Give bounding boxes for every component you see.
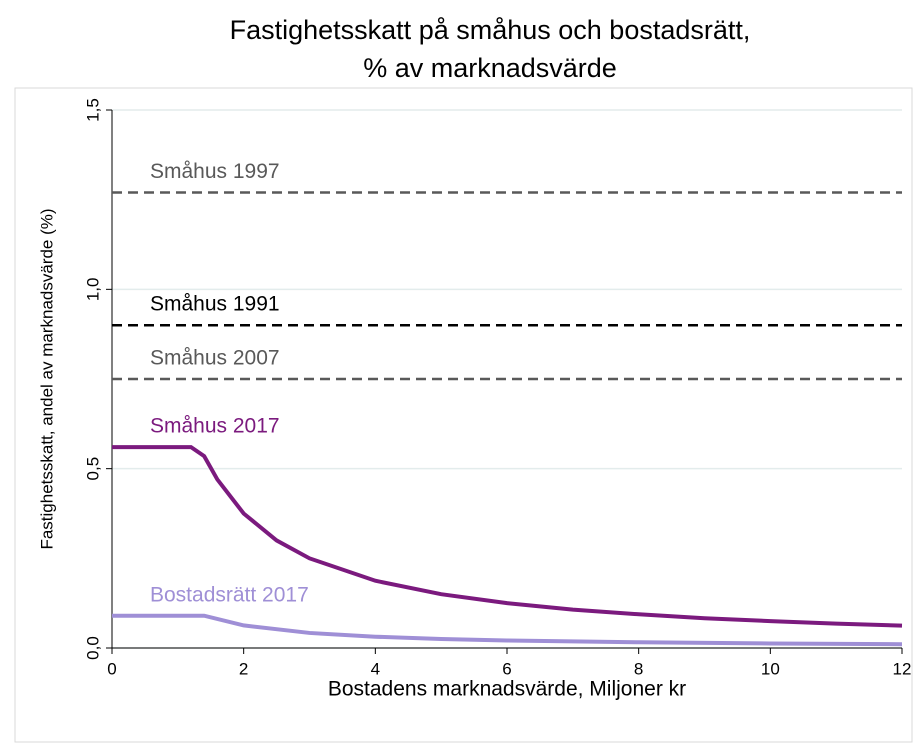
x-axis-label: Bostadens marknadsvärde, Miljoner kr xyxy=(328,678,686,701)
x-tick-label: 2 xyxy=(239,659,248,678)
series-label: Småhus 1997 xyxy=(150,160,280,183)
series-label: Småhus 1991 xyxy=(150,293,280,316)
series-label: Bostadsrätt 2017 xyxy=(150,583,309,606)
x-tick-label: 12 xyxy=(893,659,912,678)
x-tick-label: 4 xyxy=(371,659,380,678)
series-line xyxy=(112,613,903,647)
chart-title: % av marknadsvärde xyxy=(363,53,617,83)
series-label: Småhus 2007 xyxy=(150,347,280,370)
chart-frame xyxy=(14,87,913,743)
y-tick-label: 0,5 xyxy=(83,457,102,481)
y-axis-label: Fastighetsskatt, andel av marknadsvärde … xyxy=(37,208,56,549)
x-tick-label: 6 xyxy=(502,659,511,678)
y-tick-label: 1,5 xyxy=(83,98,102,122)
y-tick-label: 0,0 xyxy=(83,636,102,660)
series-label: Småhus 2017 xyxy=(150,415,280,438)
series-line xyxy=(112,445,903,628)
x-tick-label: 8 xyxy=(634,659,643,678)
y-tick-label: 1,0 xyxy=(83,278,102,302)
x-tick-label: 10 xyxy=(761,659,780,678)
chart-title: Fastighetsskatt på småhus och bostadsrät… xyxy=(230,15,751,45)
x-tick-label: 0 xyxy=(107,659,116,678)
